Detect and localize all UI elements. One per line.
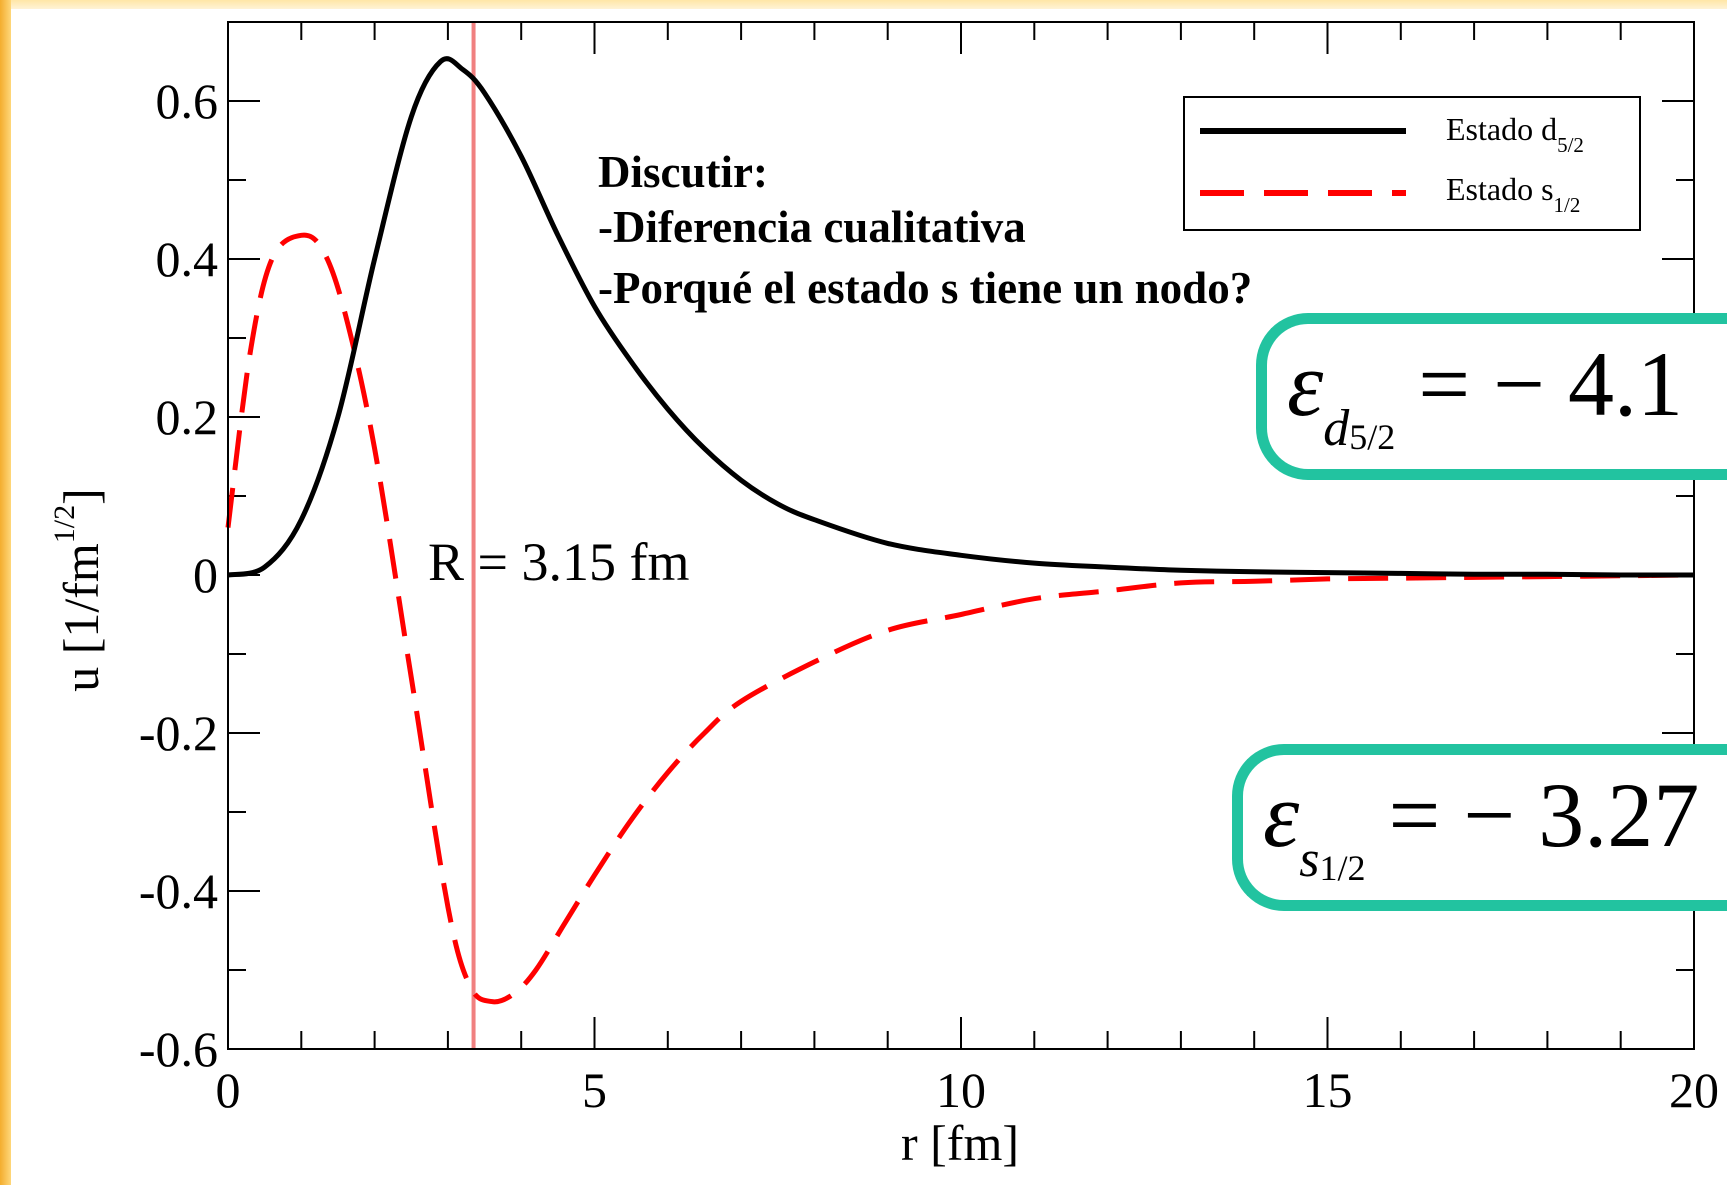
x-tick-label: 15 bbox=[1303, 1062, 1353, 1118]
series-d-five-half-line bbox=[227, 56, 1695, 578]
plot-frame bbox=[227, 21, 1695, 1050]
energy-s-box: εs1/2 = − 3.27 bbox=[1232, 744, 1727, 911]
x-tick-label: 10 bbox=[936, 1062, 986, 1118]
y-axis-title-sup: 1/2 bbox=[48, 505, 81, 543]
y-axis-title-close: ] bbox=[53, 488, 109, 505]
discussion-title: Discutir: bbox=[598, 147, 768, 197]
x-axis-title: r [fm] bbox=[901, 1115, 1019, 1171]
legend-label-s: Estado s1/2 bbox=[1446, 171, 1580, 217]
x-tick-label: 20 bbox=[1669, 1062, 1719, 1118]
svg-text:u [1/fm1/2]: u [1/fm1/2] bbox=[48, 488, 109, 692]
x-tick-label: 5 bbox=[582, 1062, 607, 1118]
slide-left-border bbox=[0, 0, 11, 1185]
x-tick-label: 0 bbox=[216, 1062, 241, 1118]
energy-d-formula: εd5/2 = − 4.1 bbox=[1287, 333, 1684, 457]
radius-annotation: R = 3.15 fm bbox=[428, 532, 690, 592]
legend: Estado d5/2 Estado s1/2 bbox=[1183, 96, 1641, 231]
y-tick-label: 0.6 bbox=[156, 73, 219, 129]
series-s-half-line bbox=[225, 232, 1695, 1005]
legend-box bbox=[1183, 96, 1641, 231]
y-tick-label: 0.2 bbox=[156, 389, 219, 445]
energy-s-formula: εs1/2 = − 3.27 bbox=[1263, 764, 1700, 888]
y-tick-label: -0.6 bbox=[139, 1021, 218, 1077]
discussion-item-1: -Diferencia cualitativa bbox=[598, 202, 1026, 252]
y-tick-label: 0 bbox=[193, 547, 218, 603]
legend-label-d: Estado d5/2 bbox=[1446, 111, 1584, 157]
slide-top-border bbox=[0, 0, 1727, 9]
y-tick-label: -0.2 bbox=[139, 705, 218, 761]
tick-labels: 0 5 10 15 20 -0.6 -0.4 -0.2 0 0.2 0.4 0.6 bbox=[139, 73, 1719, 1118]
y-axis-title-main: u [1/fm bbox=[53, 543, 109, 692]
y-tick-label: 0.4 bbox=[156, 231, 219, 287]
y-tick-label: -0.4 bbox=[139, 863, 218, 919]
y-axis-title: u [1/fm1/2] bbox=[48, 488, 109, 692]
energy-d-box: εd5/2 = − 4.1 bbox=[1256, 313, 1727, 480]
discussion-item-2: -Porqué el estado s tiene un nodo? bbox=[598, 263, 1253, 313]
